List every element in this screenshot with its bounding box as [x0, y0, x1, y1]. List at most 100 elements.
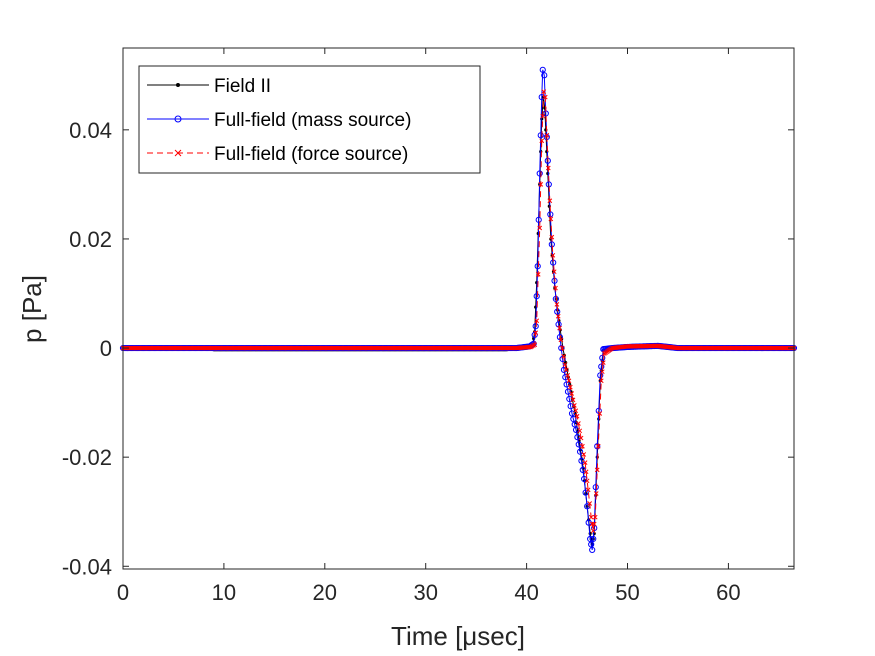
data-point-2-379	[582, 460, 588, 465]
data-point-2-362	[559, 345, 565, 351]
data-point-1-341	[532, 323, 539, 330]
data-point-2-355	[550, 252, 556, 258]
data-point-1-342	[533, 293, 540, 300]
data-point-2-359	[555, 313, 561, 319]
series-2	[120, 89, 797, 534]
data-point-2-342	[534, 318, 540, 324]
legend-entry-field-ii: Field II	[147, 76, 271, 97]
data-point-1-343	[534, 263, 541, 270]
data-point-2-389	[593, 491, 599, 496]
data-point-1-349	[541, 72, 548, 79]
data-point-2-387	[591, 521, 597, 527]
y-tick-label-4: 0.04	[69, 118, 112, 143]
data-point-2-340	[532, 342, 538, 348]
data-point-1-370	[568, 410, 576, 417]
data-point-2-341	[533, 330, 539, 336]
data-point-2-380	[583, 469, 589, 475]
data-point-1-355	[548, 241, 555, 248]
data-point-2-383	[587, 501, 593, 506]
data-point-2-358	[554, 302, 560, 307]
data-point-1-389	[594, 443, 601, 450]
y-tick-label-0: -0.04	[62, 554, 112, 579]
data-point-1-379	[581, 475, 588, 483]
x-tick-label-5: 50	[615, 580, 639, 605]
data-point-1-348	[539, 66, 546, 73]
data-point-2-384	[588, 514, 594, 520]
data-point-1-346	[537, 132, 544, 139]
y-axis-label: p [Pa]	[17, 275, 47, 343]
data-point-2-382	[585, 487, 591, 493]
data-point-2-375	[577, 428, 583, 434]
data-point-1-376	[576, 448, 584, 455]
data-point-1-385	[589, 546, 596, 554]
legend-label-force-source: Full-field (force source)	[214, 144, 408, 165]
data-point-1-380	[582, 489, 589, 496]
data-point-2-367	[566, 378, 572, 384]
data-point-2-357	[553, 285, 558, 291]
data-point-1-344	[535, 216, 542, 223]
legend-marker-mass-source	[174, 115, 182, 123]
data-point-2-364	[562, 362, 568, 367]
data-point-1-390	[595, 407, 602, 414]
data-point-2-343	[535, 272, 541, 277]
data-point-2-356	[551, 269, 557, 275]
x-tick-label-2: 20	[313, 580, 337, 605]
data-point-1-367	[564, 388, 572, 395]
legend: Field II Full-field (mass source) Full-f…	[138, 65, 481, 174]
data-point-2-381	[584, 478, 590, 484]
legend-label-mass-source: Full-field (mass source)	[214, 110, 411, 131]
legend-marker-force-source	[174, 149, 182, 157]
x-tick-label-0: 0	[117, 580, 129, 605]
data-point-2-395	[600, 360, 606, 365]
data-point-2-376	[578, 435, 584, 441]
data-point-2-345	[538, 182, 544, 187]
x-tick-label-4: 40	[514, 580, 538, 605]
data-point-2-352	[547, 198, 553, 204]
x-tick-label-6: 60	[716, 580, 740, 605]
data-point-2-378	[581, 452, 587, 457]
data-point-1-362	[558, 344, 565, 352]
data-point-2-354	[549, 234, 555, 240]
data-point-2-373	[574, 413, 580, 419]
data-point-1-347	[538, 93, 545, 101]
data-point-2-370	[570, 397, 576, 403]
data-point-2-351	[545, 165, 551, 171]
data-point-2-371	[572, 402, 577, 408]
data-point-1-366	[563, 381, 570, 388]
data-point-1-375	[575, 441, 582, 448]
x-axis-label: Time [μsec]	[391, 621, 525, 651]
data-point-2-393	[598, 378, 604, 384]
data-point-2-353	[548, 216, 554, 222]
y-tick-label-2: 0	[100, 336, 112, 361]
data-point-2-368	[567, 384, 573, 390]
legend-label-field-ii: Field II	[214, 76, 271, 97]
data-point-2-377	[580, 443, 585, 449]
data-point-1-371	[570, 415, 577, 423]
data-point-1-363	[559, 355, 566, 363]
data-point-2-386	[590, 528, 596, 534]
data-point-1-386	[590, 535, 597, 543]
series-layer	[119, 66, 798, 554]
data-point-2-366	[565, 372, 570, 378]
data-point-1-378	[579, 466, 586, 473]
data-point-1-361	[556, 334, 564, 341]
data-point-2-346	[539, 138, 545, 144]
x-tick-label-3: 30	[413, 580, 437, 605]
data-point-2-349	[542, 94, 548, 100]
data-point-2-363	[561, 353, 566, 359]
data-point-1-391	[597, 372, 604, 379]
data-point-2-391	[595, 443, 601, 449]
ticks-layer	[122, 48, 794, 569]
data-point-1-377	[578, 457, 585, 464]
data-point-2-388	[592, 514, 598, 520]
data-point-1-388	[592, 484, 599, 491]
data-point-2-347	[540, 113, 546, 119]
series-line-1	[123, 69, 794, 551]
y-tick-label-3: 0.02	[69, 227, 112, 252]
data-point-2-369	[569, 391, 575, 396]
y-tick-labels: -0.04 -0.02 0 0.02 0.04	[62, 118, 112, 579]
data-point-2-374	[576, 421, 581, 426]
axes-box	[122, 47, 795, 570]
data-point-2-365	[563, 367, 569, 373]
